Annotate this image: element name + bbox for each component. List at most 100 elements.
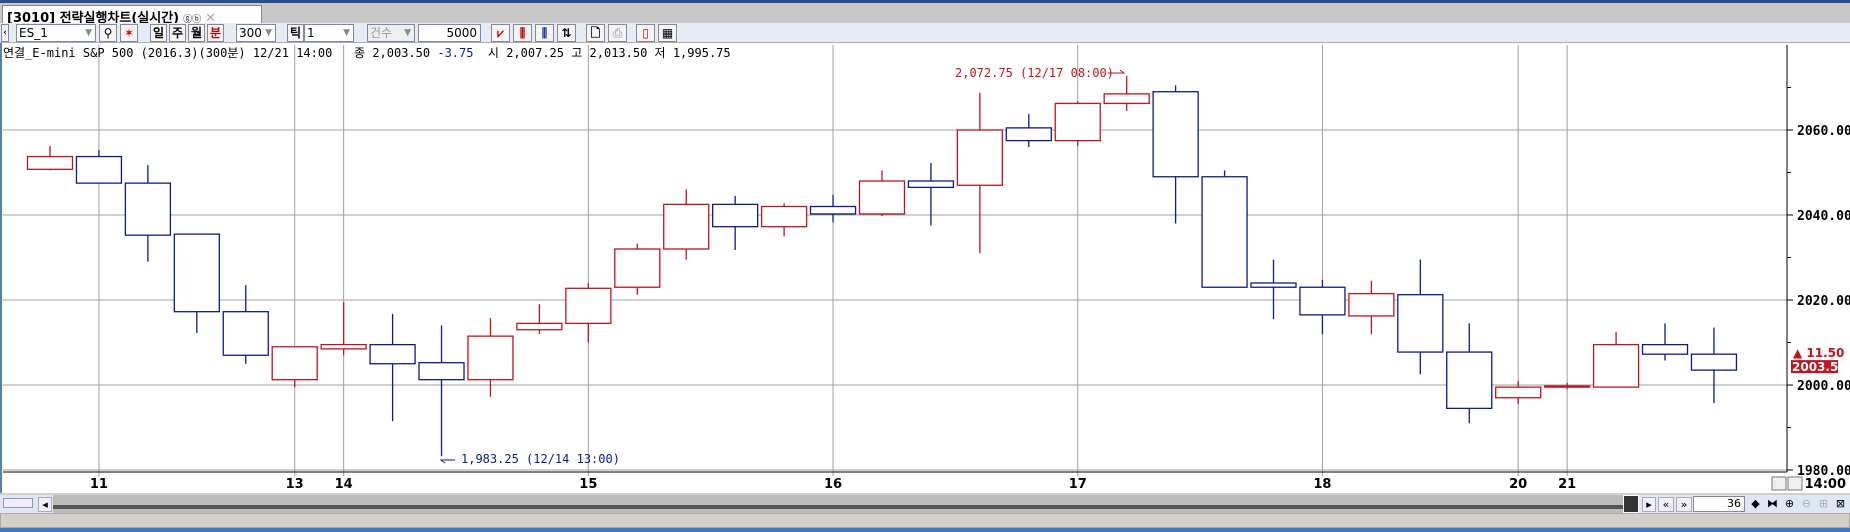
bar-chart-blue-icon[interactable]: ⫼ [535, 24, 554, 42]
chart-area[interactable] [0, 43, 1850, 493]
candle-body [26, 155, 74, 170]
expand-icon[interactable]: ◆ [1751, 497, 1760, 510]
axis-time-label: 14:00 [1805, 477, 1846, 492]
candle-body [320, 343, 367, 350]
x-tick-label: 11 [90, 477, 108, 492]
candle-settings-icon[interactable]: ▯ [636, 24, 655, 42]
taskbar-edge [0, 528, 1850, 532]
scrollbar[interactable]: ◂ ▸ « » 36 ◆ ⧓ ⊕ ⊖ ⊞ ⊠ [0, 495, 1850, 513]
candle-body [222, 311, 269, 356]
tab-title: [3010] 전략실행차트(실시간) [7, 11, 180, 26]
search-icon[interactable]: ⚲ [99, 24, 117, 42]
x-tick-label: 14 [335, 477, 353, 492]
symbol-select[interactable]: ES_1 ▼ [16, 24, 96, 42]
x-tick-label: 18 [1313, 477, 1331, 492]
y-tick-label: 2060.00 [1797, 124, 1850, 139]
candle-body [858, 180, 906, 215]
overview-track[interactable] [53, 495, 1623, 513]
x-tick-label: 16 [824, 477, 842, 492]
zoom-in-icon[interactable]: ⊕ [1784, 497, 1795, 510]
candle-body [1103, 93, 1150, 105]
high-value: 2,013.50 [589, 46, 648, 60]
document-icon[interactable]: 🗋 [586, 24, 605, 42]
symbol-picker-icon[interactable]: ✶ [120, 24, 138, 42]
period-day-button[interactable]: 일 [150, 24, 167, 42]
period-tick-button[interactable]: 틱 [287, 24, 304, 42]
last-price-label: 2003.50 [1792, 360, 1847, 374]
magnifier-icon [1787, 476, 1803, 491]
close-value: 2,003.50 [372, 46, 431, 60]
count-type-select[interactable]: 건수 ▼ [367, 24, 415, 42]
fit-icon[interactable]: ⊞ [1818, 497, 1829, 510]
candle-body [1446, 351, 1493, 410]
rewind-icon[interactable]: « [1658, 497, 1674, 512]
low-value: 1,995.75 [672, 46, 731, 60]
tick-value: 1 [307, 26, 315, 40]
candle-body [1495, 386, 1542, 399]
status-bar [0, 513, 1850, 528]
period-week-button[interactable]: 주 [169, 24, 186, 42]
x-tick-label: 15 [579, 477, 597, 492]
x-tick-label: 17 [1069, 477, 1087, 492]
period-month-button[interactable]: 월 [188, 24, 205, 42]
y-tick-label: 1980.00 [1797, 464, 1850, 479]
tab-strategy-chart[interactable]: [3010] 전략실행차트(실시간) ⓖⓑ ✕ [2, 5, 262, 26]
tick-select[interactable]: 1 ▼ [304, 24, 354, 42]
grid-icon[interactable]: ▦ [658, 24, 677, 42]
candle-body [1005, 127, 1052, 142]
candle-body [1641, 343, 1689, 355]
candle-body [1299, 286, 1346, 316]
candle-body [956, 129, 1004, 186]
close-label: 종 [354, 46, 366, 60]
high-label: 고 [571, 46, 583, 60]
scroll-grip[interactable] [3, 498, 33, 508]
shrink-icon[interactable]: ⧓ [1767, 497, 1778, 510]
candle-body [369, 343, 416, 365]
sort-arrows-icon[interactable]: ⇅ [557, 24, 576, 42]
candle-body [124, 182, 172, 236]
candle-body [1543, 385, 1591, 388]
y-tick-label: 2020.00 [1797, 294, 1850, 309]
candle-body [516, 322, 563, 331]
candlestick-chart[interactable]: 1980.00 2000.00 2020.00 2040.00 2060.00 11 13 1… [0, 0, 1850, 495]
open-value: 2,007.25 [506, 46, 564, 60]
candle-body [1592, 343, 1640, 388]
pencil-icon [1771, 476, 1787, 491]
count-input[interactable]: 5000 [418, 24, 481, 42]
close-icon[interactable]: ✕ [205, 11, 217, 26]
scroll-thumb[interactable] [1623, 495, 1639, 513]
candle-body [173, 233, 220, 313]
low-arrow-icon [439, 459, 455, 464]
bar-chart-red-icon[interactable]: ⫼ [513, 24, 532, 42]
fast-forward-icon[interactable]: » [1676, 497, 1692, 512]
interval-select[interactable]: 300 ▼ [236, 24, 276, 42]
y-tick-label: 2040.00 [1797, 209, 1850, 224]
scroll-left-button[interactable]: ‹ [1, 24, 9, 42]
candle-body [1054, 102, 1101, 142]
reset-icon[interactable]: ⊠ [1835, 497, 1846, 510]
chevron-down-icon: ▼ [343, 28, 350, 38]
low-annotation: 1,983.25 (12/14 13:00) [461, 452, 620, 466]
candle-body [467, 335, 514, 381]
chevron-down-icon: ▼ [85, 28, 92, 38]
candle-body [663, 203, 710, 250]
count-type-value: 건수 [370, 26, 393, 40]
scroll-left-arrow[interactable]: ◂ [38, 497, 52, 512]
indicator-icon[interactable]: ⩗ [491, 24, 510, 42]
candle-body [1397, 294, 1444, 353]
print-icon[interactable]: ⎙ [608, 24, 627, 42]
candle-body [418, 362, 465, 381]
toolbar: ‹ ES_1 ▼ ⚲ ✶ 일 주 월 분 300 ▼ 틱 1 ▼ 건수 ▼ 5000 ⩗… [0, 23, 1850, 43]
interval-value: 300 [239, 26, 262, 40]
visible-count-input[interactable]: 36 [1693, 496, 1745, 512]
zoom-out-icon[interactable]: ⊖ [1801, 497, 1812, 510]
x-tick-label: 13 [286, 477, 304, 492]
candle-body [614, 248, 661, 288]
high-annotation: 2,072.75 (12/17 08:00) [955, 66, 1114, 80]
candle-body [907, 180, 955, 189]
low-label: 저 [654, 46, 666, 60]
play-icon[interactable]: ▸ [1642, 497, 1656, 512]
tab-bar: [3010] 전략실행차트(실시간) ⓖⓑ ✕ [0, 3, 1850, 26]
price-info-line: 연결_E-mini S&P 500 (2016.3)(300분) 12/21 1… [3, 44, 731, 61]
period-minute-button[interactable]: 분 [207, 24, 224, 42]
